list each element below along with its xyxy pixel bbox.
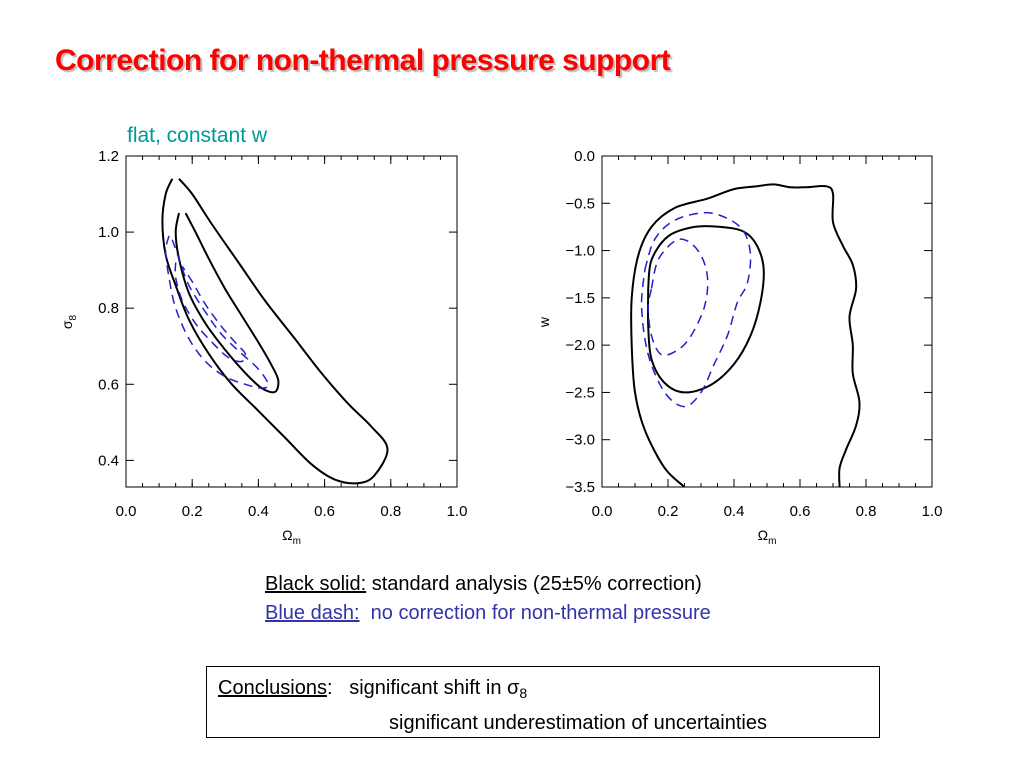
conclusions-box: Conclusions: significant shift in σ8 sig… — [206, 666, 880, 738]
x-tick-label: 0.2 — [182, 503, 203, 520]
y-tick-label: 0.0 — [574, 148, 595, 165]
y-tick-label: −1.5 — [565, 290, 595, 307]
solid-contour — [630, 183, 861, 487]
x-tick-label: 0.4 — [248, 503, 269, 520]
y-axis-label: w — [536, 316, 552, 328]
legend-blue-key: Blue dash: — [265, 602, 360, 624]
x-tick-label: 0.4 — [724, 503, 745, 520]
x-tick-label: 0.6 — [314, 503, 335, 520]
dashed-contour — [647, 238, 709, 357]
conclusions-text-1: significant shift in σ — [349, 677, 520, 699]
legend-black-text: standard analysis (25±5% correction) — [371, 573, 702, 595]
y-tick-label: −3.0 — [565, 432, 595, 449]
y-tick-label: −1.0 — [565, 243, 595, 260]
plot-frame — [601, 155, 933, 488]
x-tick-label: 0.0 — [116, 503, 137, 520]
x-axis-label: Ωm — [282, 527, 301, 547]
x-tick-label: 0.2 — [658, 503, 679, 520]
y-axis-label: σ8 — [59, 314, 79, 329]
solid-contour — [174, 212, 280, 394]
y-tick-label: 0.6 — [98, 376, 119, 393]
legend-blue-row: Blue dash: no correction for non-thermal… — [265, 599, 711, 628]
solid-contour — [161, 178, 389, 485]
legend-blue-text: no correction for non-thermal pressure — [370, 602, 711, 624]
conclusions-line-1: Conclusions: significant shift in σ8 — [218, 677, 528, 701]
y-tick-label: −2.0 — [565, 337, 595, 354]
y-tick-label: −0.5 — [565, 195, 595, 212]
y-tick-label: 1.2 — [98, 148, 119, 165]
y-tick-label: −2.5 — [565, 384, 595, 401]
x-tick-label: 0.8 — [380, 503, 401, 520]
conclusions-text-2: significant underestimation of uncertain… — [389, 712, 767, 734]
solid-contour — [646, 225, 765, 394]
x-axis-label: Ωm — [758, 527, 777, 547]
conclusions-key: Conclusions — [218, 677, 327, 699]
legend-black-key: Black solid: — [265, 573, 367, 595]
legend-black-row: Black solid: standard analysis (25±5% co… — [265, 570, 711, 599]
y-tick-label: −3.5 — [565, 479, 595, 496]
chart-subtitle: flat, constant w — [127, 124, 268, 147]
dashed-contour — [164, 235, 270, 389]
y-tick-label: 1.0 — [98, 224, 119, 241]
legend: Black solid: standard analysis (25±5% co… — [265, 570, 711, 628]
x-tick-label: 0.8 — [856, 503, 877, 520]
x-tick-label: 1.0 — [922, 503, 943, 520]
x-tick-label: 1.0 — [447, 503, 468, 520]
dashed-contour — [640, 211, 752, 408]
dashed-contour — [174, 262, 247, 363]
y-tick-label: 0.8 — [98, 300, 119, 317]
x-tick-label: 0.0 — [592, 503, 613, 520]
slide-title: Correction for non-thermal pressure supp… — [55, 44, 671, 77]
conclusions-text-1-sub: 8 — [519, 685, 528, 701]
y-tick-label: 0.4 — [98, 452, 119, 469]
x-tick-label: 0.6 — [790, 503, 811, 520]
